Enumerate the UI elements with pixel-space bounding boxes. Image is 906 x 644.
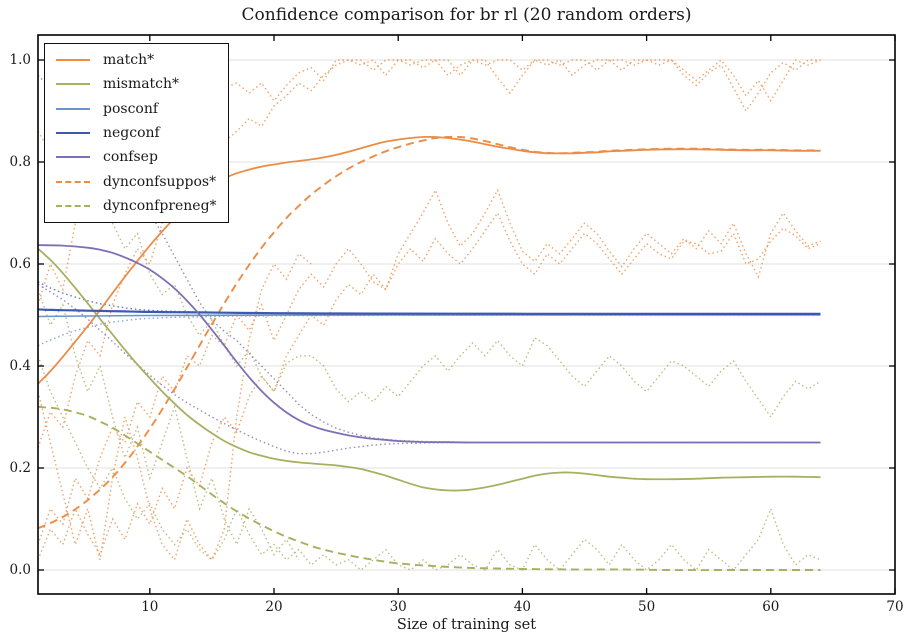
x-tick-label: 50: [638, 599, 656, 615]
series-layer: [38, 59, 821, 572]
legend-item-confsep: confsep: [45, 146, 228, 169]
x-tick-label: 10: [141, 599, 159, 615]
legend-label: match*: [103, 52, 155, 69]
series-match: [38, 135, 821, 385]
x-tick-label: 20: [265, 599, 283, 615]
legend-item-negconf: negconf: [45, 121, 228, 144]
x-tick-label: 30: [389, 599, 407, 615]
y-tick-label: 0.8: [9, 154, 31, 170]
legend-item-match: match*: [45, 49, 228, 72]
y-tick-label: 0.0: [9, 562, 31, 578]
chart-title: Confidence comparison for br rl (20 rand…: [241, 5, 692, 25]
x-axis-label: Size of training set: [396, 617, 537, 633]
series-run_match_lower: [38, 188, 821, 545]
y-tick-label: 0.6: [9, 256, 31, 272]
legend-line-sample: [56, 107, 90, 110]
series-run_dynconfsuppos_lower: [38, 211, 821, 561]
legend-line-sample: [56, 180, 90, 183]
legend-label: posconf: [103, 100, 159, 117]
axes-spines: [37, 34, 896, 595]
y-tick-label: 0.2: [9, 460, 31, 476]
series-run_confsep_lower: [38, 283, 821, 455]
legend-line-sample: [56, 204, 90, 207]
legend-item-mismatch: mismatch*: [45, 73, 228, 96]
legend-label: mismatch*: [103, 76, 180, 93]
series-mismatch: [38, 248, 821, 492]
legend: match* mismatch* posconf negconf confsep dync…: [44, 43, 229, 223]
legend-item-dynconfsuppos: dynconfsuppos*: [45, 170, 228, 193]
legend-item-dynconfpreneg: dynconfpreneg*: [45, 194, 228, 217]
legend-label: dynconfsuppos*: [103, 173, 217, 190]
series-posconf: [38, 314, 821, 318]
x-tick-label: 40: [513, 599, 531, 615]
legend-label: negconf: [103, 124, 160, 141]
series-run_olive_extra: [38, 289, 300, 561]
legend-label: confsep: [103, 149, 158, 166]
x-tick-label: 70: [886, 599, 904, 615]
legend-line-sample: [56, 83, 90, 86]
legend-line-sample: [56, 156, 90, 159]
series-confsep: [38, 244, 821, 444]
series-run_negconf_upper: [38, 281, 821, 315]
legend-item-posconf: posconf: [45, 97, 228, 120]
x-tick-label: 60: [762, 599, 780, 615]
y-tick-label: 0.4: [9, 358, 31, 374]
series-run_posconf_lower: [38, 314, 821, 347]
legend-label: dynconfpreneg*: [103, 197, 217, 214]
series-negconf: [38, 308, 821, 315]
legend-line-sample: [56, 59, 90, 62]
legend-line-sample: [56, 131, 90, 134]
y-tick-label: 1.0: [9, 52, 31, 68]
series-run_mismatch_lower: [38, 355, 821, 572]
series-dynconfpreneg: [38, 405, 821, 571]
